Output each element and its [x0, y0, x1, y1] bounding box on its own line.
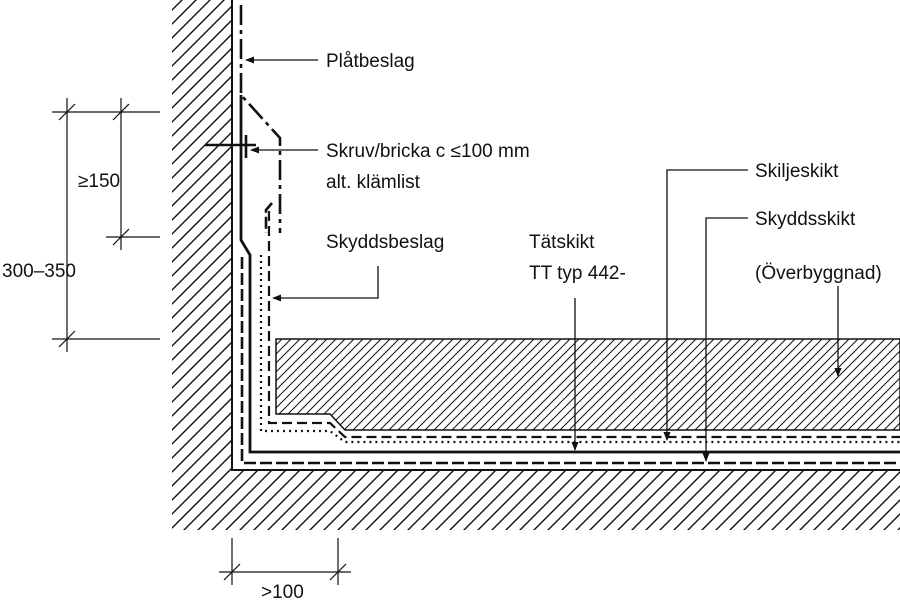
dimension-horizontal-min: [219, 538, 351, 585]
label-skyddsskikt: Skyddsskikt: [755, 209, 856, 230]
leader-skyddsskikt: [702, 217, 748, 462]
leader-skiljeskikt: [663, 169, 748, 441]
overbyggnad-layer: [275, 338, 900, 431]
label-tatskikt-line1: Tätskikt: [529, 232, 595, 253]
dimension-label-upturn-min: ≥150: [78, 171, 120, 192]
dimension-total-height: [52, 98, 160, 352]
dimension-label-horizontal-min: >100: [261, 582, 304, 600]
label-skruv-line2: alt. klämlist: [326, 172, 421, 193]
leader-skyddsbeslag: [272, 266, 379, 302]
label-tatskikt-line2: TT typ 442-: [529, 263, 626, 284]
label-overbyggnad: (Överbyggnad): [755, 263, 882, 284]
label-skruv-line1: Skruv/bricka c ≤100 mm: [326, 141, 530, 162]
platbeslag-flashing: [239, 5, 282, 233]
dimension-label-total-height: 300–350: [2, 261, 76, 282]
skyddsbeslag-flashing: [267, 211, 900, 439]
label-platbeslag: Plåtbeslag: [326, 51, 415, 72]
label-skiljeskikt: Skiljeskikt: [755, 161, 839, 182]
concrete-face-line: [231, 0, 900, 471]
tatskikt-layer: [239, 95, 900, 454]
concrete-wall-and-slab: [172, 0, 900, 530]
platbeslag-drip-hook: [264, 202, 273, 233]
skyddsskikt-layer: [240, 257, 900, 465]
label-skyddsbeslag: Skyddsbeslag: [326, 232, 444, 253]
dimension-upturn-min: [106, 98, 160, 250]
